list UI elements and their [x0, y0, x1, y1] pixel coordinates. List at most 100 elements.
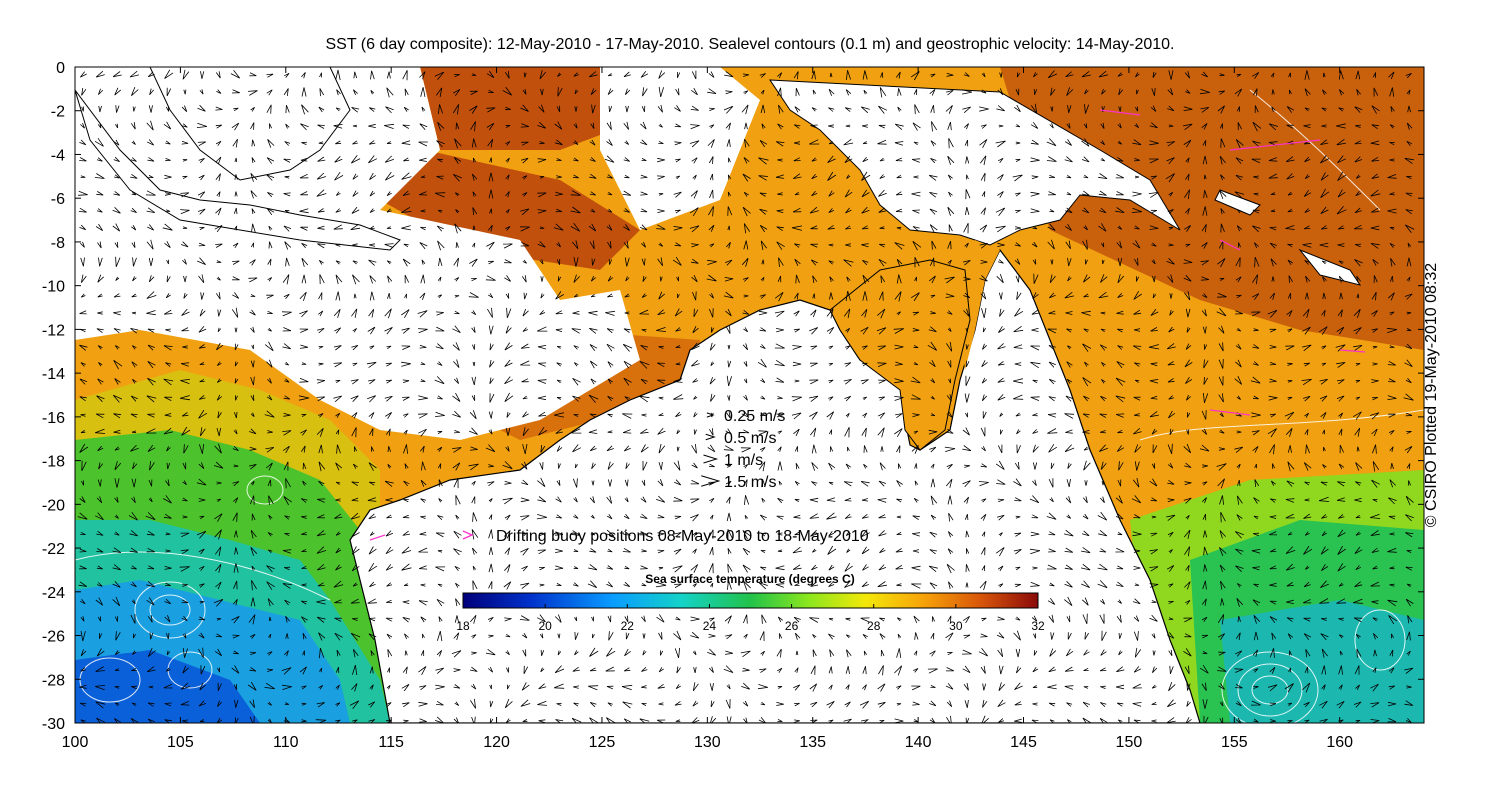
velocity-arrow [1270, 498, 1277, 503]
velocity-arrow [196, 530, 207, 539]
velocity-arrow [1388, 685, 1396, 690]
velocity-arrow [861, 345, 868, 350]
velocity-arrow [877, 701, 886, 708]
velocity-arrow [777, 87, 782, 97]
velocity-arrow [1287, 633, 1294, 640]
velocity-arrow [96, 582, 103, 587]
velocity-arrow [452, 447, 462, 453]
velocity-arrow [641, 158, 647, 161]
velocity-arrow [1066, 174, 1072, 179]
velocity-arrow [945, 293, 955, 298]
velocity-arrow [1287, 328, 1293, 333]
velocity-arrow [419, 71, 426, 80]
velocity-arrow [1186, 412, 1191, 418]
velocity-arrow [520, 582, 530, 589]
velocity-arrow [385, 702, 392, 707]
velocity-arrow [386, 87, 394, 98]
velocity-arrow [1235, 531, 1244, 539]
velocity-arrow [198, 647, 204, 658]
velocity-arrow [504, 359, 513, 367]
velocity-arrow [199, 89, 204, 95]
velocity-arrow [1220, 512, 1226, 523]
velocity-arrow [539, 141, 545, 145]
velocity-arrow [777, 686, 783, 689]
velocity-arrow [114, 478, 120, 488]
velocity-arrow [744, 514, 749, 520]
velocity-arrow [1101, 259, 1105, 265]
velocity-arrow [690, 190, 698, 199]
velocity-arrow [978, 481, 989, 487]
velocity-arrow [709, 617, 715, 622]
velocity-arrow [1372, 362, 1378, 366]
velocity-arrow [1269, 531, 1278, 536]
velocity-arrow [896, 311, 902, 316]
velocity-arrow [998, 326, 1005, 333]
velocity-arrow [1167, 274, 1174, 283]
velocity-arrow [1030, 157, 1040, 163]
velocity-arrow [522, 192, 528, 197]
velocity-arrow [911, 191, 921, 197]
velocity-arrow [81, 87, 87, 96]
velocity-arrow [624, 311, 630, 315]
velocity-arrow [521, 461, 528, 470]
velocity-arrow [1066, 478, 1071, 488]
velocity-arrow [947, 206, 955, 216]
velocity-arrow [233, 580, 238, 590]
velocity-arrow [284, 533, 290, 537]
velocity-arrow [235, 395, 238, 401]
velocity-arrow [1235, 632, 1241, 640]
velocity-arrow [267, 139, 275, 148]
velocity-arrow [404, 293, 407, 299]
velocity-arrow [1047, 191, 1056, 196]
velocity-arrow [146, 530, 155, 536]
velocity-arrow [623, 445, 631, 452]
velocity-arrow [1100, 122, 1105, 129]
velocity-arrow [677, 72, 681, 78]
velocity-arrow [709, 124, 715, 129]
velocity-arrow [1373, 87, 1379, 97]
velocity-arrow [1152, 275, 1156, 283]
velocity-arrow [1115, 207, 1125, 213]
velocity-arrow [914, 463, 918, 469]
velocity-arrow [589, 327, 598, 334]
velocity-arrow [894, 396, 904, 401]
velocity-arrow [251, 580, 257, 591]
velocity-arrow [113, 359, 123, 370]
velocity-arrow [1149, 225, 1159, 230]
velocity-arrow [1219, 156, 1226, 165]
velocity-arrow [982, 411, 987, 419]
velocity-arrow [180, 682, 190, 690]
velocity-arrow [1184, 581, 1191, 590]
velocity-arrow [335, 667, 340, 674]
velocity-arrow [1183, 274, 1192, 282]
velocity-arrow [1149, 158, 1159, 164]
velocity-arrow [1115, 684, 1125, 690]
velocity-arrow [589, 240, 595, 250]
velocity-arrow [198, 409, 208, 419]
velocity-arrow [369, 581, 376, 588]
velocity-arrow [929, 446, 937, 453]
velocity-arrow [997, 498, 1005, 503]
velocity-arrow [691, 462, 698, 469]
velocity-arrow [1136, 276, 1140, 282]
velocity-arrow [115, 123, 119, 129]
velocity-arrow [709, 243, 715, 248]
velocity-arrow [1081, 580, 1090, 588]
velocity-arrow [1335, 344, 1346, 352]
velocity-arrow [845, 684, 850, 691]
velocity-arrow [606, 224, 613, 231]
velocity-arrow [793, 173, 802, 179]
velocity-arrow [658, 193, 664, 196]
velocity-arrow [79, 378, 88, 385]
velocity-arrow [421, 461, 426, 471]
velocity-arrow [997, 343, 1006, 350]
velocity-arrow [878, 564, 887, 571]
velocity-arrow [743, 223, 751, 234]
velocity-arrow [1168, 227, 1174, 230]
velocity-arrow [556, 175, 562, 179]
velocity-arrow [148, 685, 154, 689]
velocity-arrow [301, 548, 307, 552]
velocity-arrow [997, 444, 1003, 454]
velocity-arrow [896, 259, 903, 266]
velocity-arrow [1217, 478, 1225, 489]
